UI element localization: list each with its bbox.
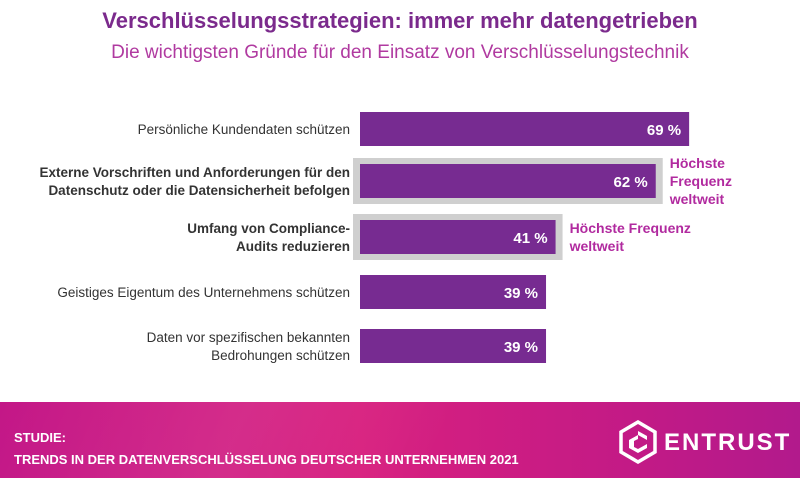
category-label: Bedrohungen schützen	[211, 348, 350, 363]
footer-banner: STUDIE: TRENDS IN DER DATENVERSCHLÜSSELU…	[0, 402, 800, 478]
bar-value-label: 39 %	[504, 285, 538, 302]
category-label: Umfang von Compliance-	[187, 221, 350, 236]
bar-4	[360, 329, 547, 363]
bar-0	[360, 112, 690, 146]
category-label: Daten vor spezifischen bekannten	[147, 330, 350, 345]
category-label: Externe Vorschriften und Anforderungen f…	[39, 165, 350, 180]
bar-chart: 69 % Persönliche Kundendaten schützen 62 %…	[39, 112, 732, 363]
bar-value-label: 69 %	[647, 122, 681, 139]
category-label: Datenschutz oder die Datensicherheit bef…	[48, 183, 350, 198]
category-label: Audits reduzieren	[236, 239, 350, 254]
category-label: Persönliche Kundendaten schützen	[138, 122, 350, 137]
footer-decoration	[0, 402, 800, 478]
annotation-label: Höchste	[670, 155, 725, 171]
annotation-label: Höchste Frequenz	[570, 220, 691, 236]
category-label: Geistiges Eigentum des Unternehmens schü…	[57, 285, 350, 300]
bar-value-label: 62 %	[614, 174, 648, 191]
annotation-label: Frequenz	[670, 173, 732, 189]
bar-value-label: 41 %	[513, 230, 547, 247]
brand-name: ENTRUST	[664, 429, 792, 456]
bar-2	[360, 220, 556, 254]
annotation-label: weltweit	[669, 191, 725, 207]
annotation-label: weltweit	[569, 238, 625, 254]
entrust-hexagon-logo-icon	[619, 420, 657, 464]
bar-1	[360, 164, 656, 198]
study-title: TRENDS IN DER DATENVERSCHLÜSSELUNG DEUTS…	[14, 452, 519, 467]
bar-value-label: 39 %	[504, 339, 538, 356]
page-title: Verschlüsselungsstrategien: immer mehr d…	[102, 8, 698, 33]
study-label: STUDIE:	[14, 430, 66, 445]
bar-3	[360, 275, 547, 309]
page-subtitle: Die wichtigsten Gründe für den Einsatz v…	[111, 42, 689, 63]
